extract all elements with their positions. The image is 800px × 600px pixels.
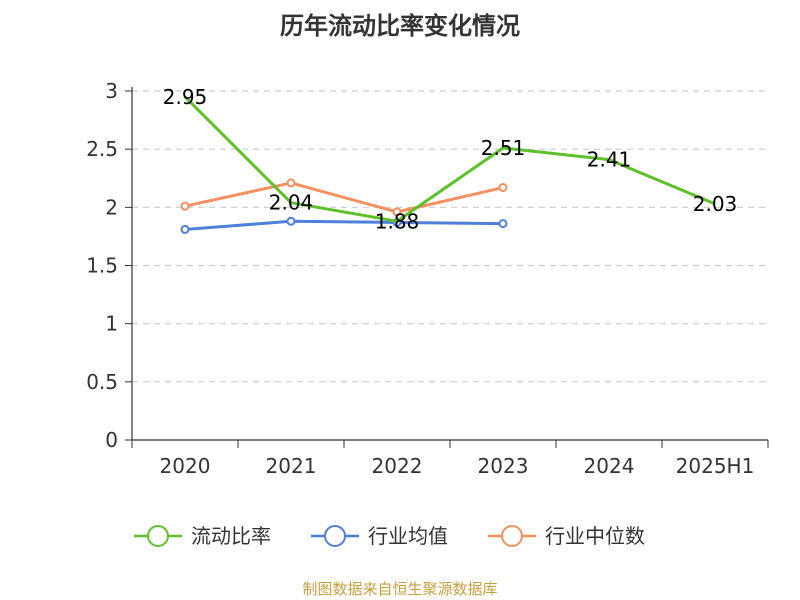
series-point (498, 219, 508, 229)
series-point (498, 183, 508, 193)
legend-label: 流动比率 (191, 524, 271, 548)
legend-label: 行业中位数 (545, 524, 645, 548)
y-tick-label: 0 (105, 428, 118, 452)
data-label: 1.88 (375, 209, 420, 233)
series-point (286, 216, 296, 226)
series-line (184, 181, 504, 214)
series-point (392, 207, 402, 217)
data-label: 2.04 (269, 191, 314, 215)
legend[interactable]: 流动比率 行业均值 行业中位数 (134, 524, 645, 548)
y-tick-label: 2 (105, 195, 118, 219)
grid-lines (132, 90, 768, 383)
y-tick-label: 1 (105, 312, 118, 336)
axes: 0 0.5 1 1.5 2 2.5 3 2020 2021 2022 2023 2024 2025H1 (86, 79, 769, 478)
legend-marker (324, 525, 346, 547)
data-label: 2.95 (163, 85, 208, 109)
source-note: 制图数据来自恒生聚源数据库 (302, 580, 498, 598)
x-tick-label: 2020 (160, 454, 211, 478)
series-lines (180, 95, 716, 234)
legend-marker (501, 525, 523, 547)
legend-item[interactable]: 行业中位数 (488, 524, 645, 548)
legend-marker (147, 525, 169, 547)
legend-label: 行业均值 (368, 524, 448, 548)
x-tick-label: 2022 (372, 454, 423, 478)
data-label: 2.51 (481, 136, 526, 160)
data-label: 2.03 (693, 192, 738, 216)
series-point (180, 224, 190, 234)
x-tick-label: 2023 (478, 454, 529, 478)
series-point (286, 178, 296, 188)
series-line (183, 95, 716, 223)
legend-item[interactable]: 行业均值 (311, 524, 448, 548)
chart-title: 历年流动比率变化情况 (280, 12, 520, 40)
data-labels: 2.95 2.04 1.88 2.51 2.41 2.03 (163, 85, 738, 233)
legend-item[interactable]: 流动比率 (134, 524, 271, 548)
x-tick-label: 2024 (584, 454, 635, 478)
data-label: 2.41 (587, 148, 632, 172)
y-tick-label: 2.5 (86, 137, 118, 161)
series-point (180, 201, 190, 211)
series-line (184, 219, 504, 231)
y-tick-label: 1.5 (86, 254, 118, 278)
x-tick-label: 2021 (266, 454, 317, 478)
y-tick-label: 3 (105, 79, 118, 103)
x-tick-label: 2025H1 (676, 454, 755, 478)
y-tick-label: 0.5 (86, 370, 118, 394)
